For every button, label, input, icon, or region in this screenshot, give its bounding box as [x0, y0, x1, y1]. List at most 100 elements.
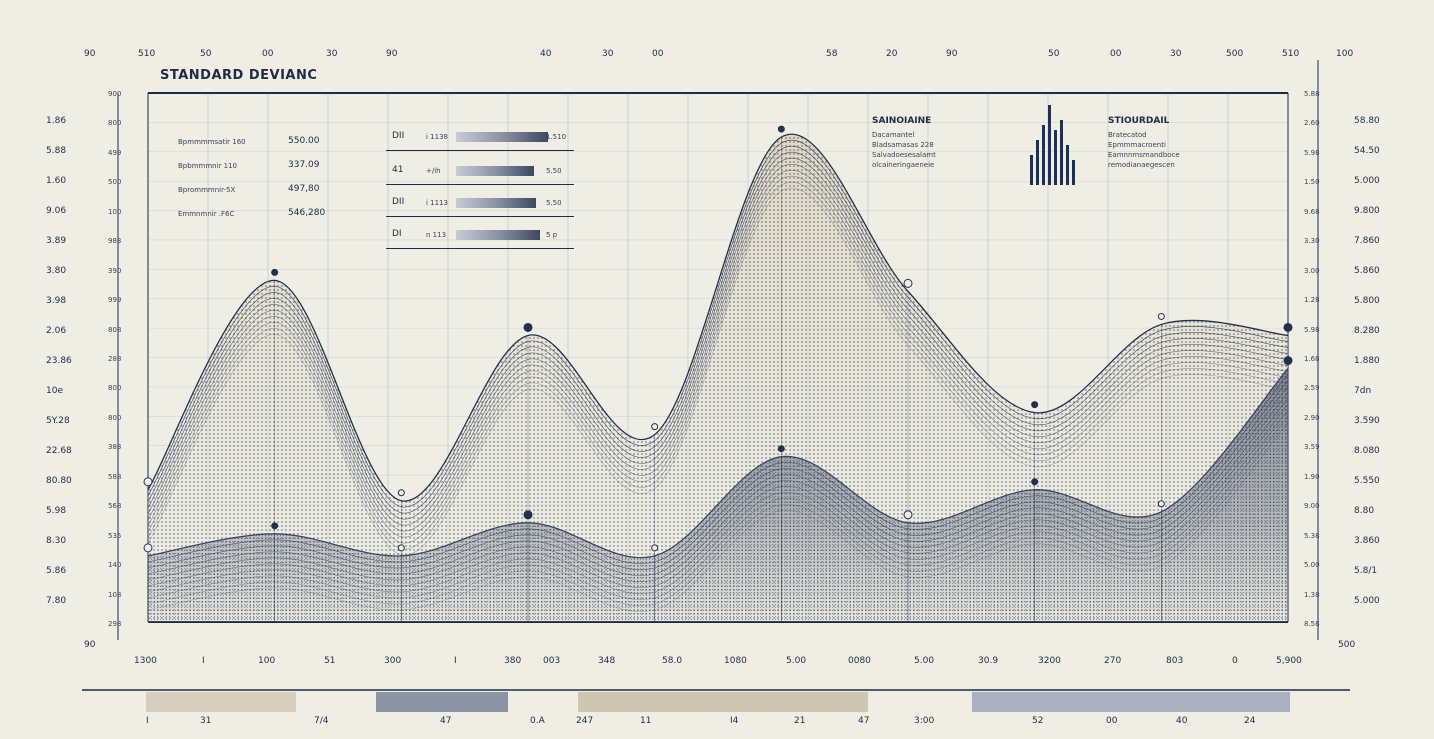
left-inner-tick-label: 999 [108, 296, 122, 305]
panel-title: SAINOIAINE [872, 116, 932, 126]
scrubber-label: 40 [1176, 716, 1188, 726]
top-tick-label: 58 [826, 49, 838, 59]
series-line [147, 158, 1289, 526]
left-outer-tick-label: 10e [46, 386, 63, 396]
data-point [523, 322, 533, 332]
annotation-row: 41 +/ih 5.50 [386, 160, 574, 185]
data-point [1283, 322, 1293, 332]
panel-line: Dacamantel [872, 131, 915, 139]
bottom-tick-label: 803 [1166, 656, 1184, 666]
annotation-table: DII i 1138 1.510 41 +/ih 5.50 DII i 1113… [386, 126, 574, 249]
series-line [147, 422, 1289, 612]
data-point [1031, 401, 1039, 409]
data-point [523, 510, 533, 520]
panel-line: Salvadoesesalamt [872, 151, 936, 159]
top-tick-label: 90 [946, 49, 958, 59]
panel-line: Bratecatod [1108, 131, 1147, 139]
right-outer-tick-label: 5.800 [1354, 296, 1380, 306]
scrubber-label: I [146, 716, 149, 726]
right-outer-tick-label: 8.280 [1354, 326, 1380, 336]
right-outer-tick-label: 7dn [1354, 386, 1372, 396]
series-line [147, 374, 1289, 564]
legend-label: Bpmmmmsatir 160 [178, 138, 246, 146]
left-inner-tick-label: 499 [108, 148, 122, 157]
top-tick-label: 510 [1282, 49, 1300, 59]
scrubber-label: 21 [794, 716, 806, 726]
right-outer-tick-label: 9.800 [1354, 206, 1380, 216]
right-outer-tick-label: 7.860 [1354, 236, 1380, 246]
right-outer-tick-label: 1.880 [1354, 356, 1380, 366]
left-outer-tick-label: 3.80 [46, 266, 67, 276]
right-outer-tick-label: 5.000 [1354, 176, 1380, 186]
left-outer-tick-label: 1.60 [46, 176, 67, 186]
right-outer-tick-label: 8.80 [1354, 506, 1375, 516]
top-tick-label: 510 [138, 49, 156, 59]
data-point [651, 544, 659, 552]
right-inner-tick-label: 1.68 [1304, 355, 1320, 363]
scrubber-label: 47 [858, 716, 870, 726]
series-line [147, 133, 1289, 502]
data-point [271, 268, 279, 276]
scrubber-label: 247 [576, 716, 594, 726]
legend-label: Emmnmnir .F6C [178, 210, 235, 218]
data-point [777, 445, 785, 453]
mini-histogram-icon [1030, 105, 1075, 185]
annotation-bar [456, 166, 534, 176]
annotation-row: DII i 1138 1.510 [386, 126, 574, 151]
panel-line: remodianaegescen [1108, 161, 1175, 169]
panel-line: Eamnnmsmandboce [1108, 151, 1180, 159]
series-line [147, 188, 1289, 556]
data-marks [143, 125, 1293, 622]
left-inner-tick-label: 108 [108, 590, 122, 599]
data-point [903, 510, 913, 520]
bottom-tick-label: 5,900 [1276, 656, 1302, 666]
chart-title: STANDARD DEVIANC [160, 68, 318, 83]
data-areas [147, 133, 1289, 622]
top-tick-label: 20 [886, 49, 898, 59]
annotation-value: 1.510 [546, 133, 567, 141]
series-line [147, 410, 1289, 600]
left-outer-tick-label: 5Y.28 [46, 416, 70, 426]
right-inner-tick-label: 3.59 [1304, 443, 1320, 452]
legend-value: 546,280 [288, 208, 326, 218]
right-outer-tick-label: 3.590 [1354, 416, 1380, 426]
annotation-value: 5.50 [546, 199, 562, 207]
top-tick-label: 50 [1048, 49, 1060, 59]
left-outer-tick-label: 3.89 [46, 236, 67, 246]
bottom-tick-label: 003 [543, 656, 561, 666]
left-inner-tick-label: 900 [108, 90, 122, 98]
right-inner-tick-label: 2.60 [1304, 119, 1320, 128]
scrubber-label: 31 [200, 716, 212, 726]
left-outer-tick-label: 7.80 [46, 596, 67, 606]
left-inner-tick-label: 383 [108, 443, 122, 452]
right-inner-tick-label: 5.38 [1304, 531, 1320, 540]
right-inner-tick-label: 1.38 [1304, 590, 1320, 599]
legend-label: Bpbmmmnir 110 [178, 162, 237, 170]
right-outer-tick-label: 54.50 [1354, 146, 1380, 156]
top-tick-label: 30 [1170, 49, 1182, 59]
data-point [903, 278, 913, 288]
series-dot-fill [148, 368, 1288, 622]
bottom-tick-label: 0080 [848, 656, 871, 666]
annotation-code: +/ih [426, 167, 441, 175]
left-inner-tick-label: 288 [108, 355, 122, 363]
right-outer-tick-label: 5.550 [1354, 476, 1380, 486]
bottom-tick-label: 51 [324, 656, 336, 666]
legend-value: 337.09 [288, 160, 320, 170]
left-outer-tick-label: 8.30 [46, 536, 67, 546]
series-line [147, 380, 1289, 570]
series-line [147, 146, 1289, 514]
bottom-tick-label: 300 [384, 656, 402, 666]
annotation-bar [456, 230, 540, 240]
left-inner-tick-label: 535 [108, 531, 122, 540]
scrubber-label: 11 [640, 716, 652, 726]
annotation-row: DII i 1113 5.50 [386, 192, 574, 217]
top-tick-label: 90 [386, 49, 398, 59]
annotation-label: DII [392, 197, 405, 207]
annotation-code: i 1113 [426, 199, 448, 207]
data-point [143, 477, 153, 487]
left-outer-tick-label: 1.86 [46, 116, 67, 126]
left-outer-tick-label: 23.86 [46, 356, 72, 366]
left-outer-tick-label: 9.06 [46, 206, 67, 216]
series-line [147, 182, 1289, 550]
